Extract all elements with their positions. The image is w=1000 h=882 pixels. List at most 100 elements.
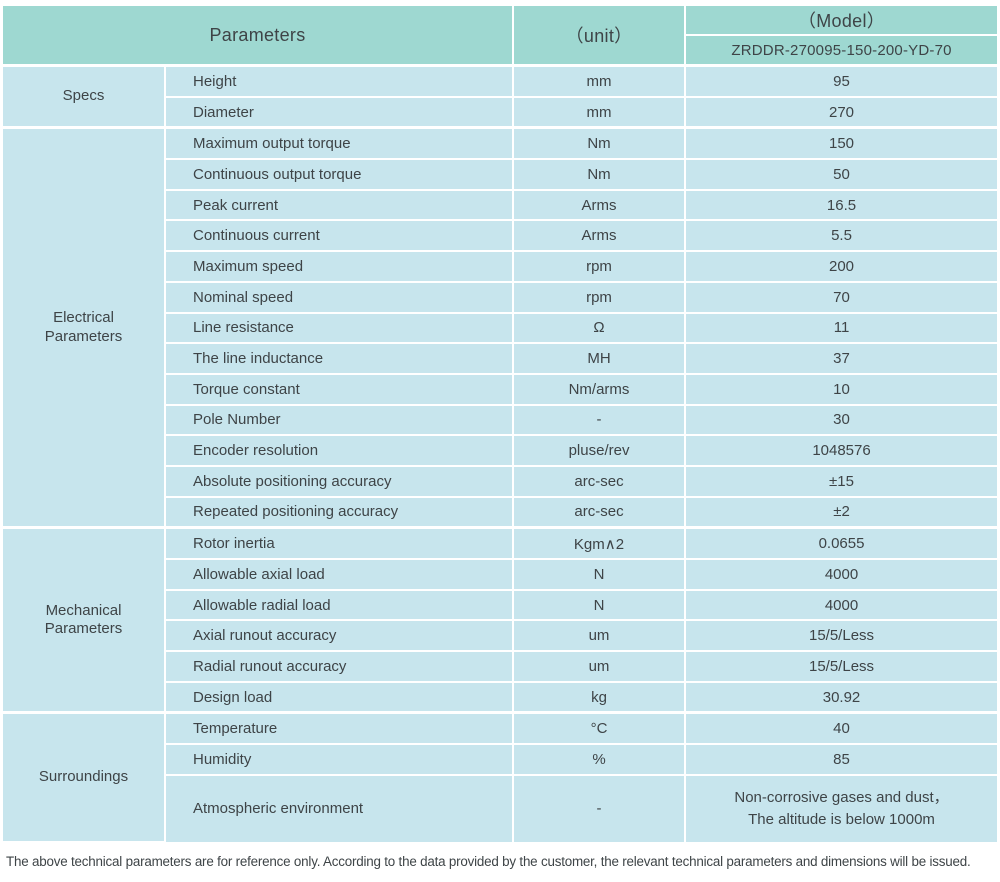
value-cell: 40 xyxy=(684,711,998,746)
table-row: Design load kg 30.92 xyxy=(3,680,998,714)
value-line: Non-corrosive gases and dust， xyxy=(734,789,949,807)
table-row: Absolute positioning accuracy arc-sec ±1… xyxy=(3,464,998,498)
param-name-cell: Axial runout accuracy xyxy=(165,619,515,653)
section-label-text: Specs xyxy=(62,87,105,105)
value-cell: 150 xyxy=(684,126,998,161)
unit-cell: rpm xyxy=(512,280,687,314)
value-cell: 5.5 xyxy=(684,219,998,253)
table-row: Peak current Arms 16.5 xyxy=(3,188,998,222)
value-cell: 85 xyxy=(684,743,998,776)
param-name-cell: Peak current xyxy=(165,188,515,222)
param-name-cell: Continuous output torque xyxy=(165,158,515,191)
unit-cell: Arms xyxy=(512,188,687,222)
unit-cell: MH xyxy=(512,342,687,375)
unit-cell: - xyxy=(512,403,687,437)
value-cell: Non-corrosive gases and dust， The altitu… xyxy=(684,773,998,842)
value-cell: ±15 xyxy=(684,464,998,498)
table-row: Atmospheric environment - Non-corrosive … xyxy=(3,773,998,842)
header-model: （Model） xyxy=(684,6,998,36)
table-row: Electrical Parameters Maximum output tor… xyxy=(3,126,998,529)
value-cell: 10 xyxy=(684,372,998,406)
value-cell: 4000 xyxy=(684,588,998,622)
header-parameters: Parameters xyxy=(3,6,515,67)
unit-cell: pluse/rev xyxy=(512,434,687,467)
param-name-cell: Pole Number xyxy=(165,403,515,437)
footnote: The above technical parameters are for r… xyxy=(6,853,971,869)
section-label-electrical-parameters: Electrical Parameters xyxy=(3,126,166,529)
value-cell: 95 xyxy=(684,63,998,98)
table-row: Nominal speed rpm 70 xyxy=(3,280,998,314)
unit-cell: N xyxy=(512,558,687,591)
unit-cell: kg xyxy=(512,680,687,714)
param-name-cell: Maximum output torque xyxy=(163,126,515,161)
table-header: Parameters （unit） （Model） ZRDDR-270095-1… xyxy=(3,6,998,67)
table-row: Mechanical Parameters Rotor inertia Kgm∧… xyxy=(3,526,998,714)
table-row: Diameter mm 270 xyxy=(3,95,998,129)
table-row: Encoder resolution pluse/rev 1048576 xyxy=(3,434,998,467)
unit-cell: mm xyxy=(512,95,687,129)
value-cell: 30 xyxy=(684,403,998,437)
table-row: Line resistance Ω 11 xyxy=(3,311,998,345)
param-name-cell: Line resistance xyxy=(165,311,515,345)
value-cell: 15/5/Less xyxy=(684,650,998,683)
param-name-cell: Atmospheric environment xyxy=(165,773,515,842)
table-row: Continuous current Arms 5.5 xyxy=(3,219,998,253)
param-name-cell: Humidity xyxy=(165,743,515,776)
param-name-cell: Diameter xyxy=(165,95,515,129)
unit-cell: °C xyxy=(512,711,687,746)
value-cell: 70 xyxy=(684,280,998,314)
table-row: Allowable axial load N 4000 xyxy=(3,558,998,591)
value-cell: 1048576 xyxy=(684,434,998,467)
param-name-cell: Torque constant xyxy=(165,372,515,406)
section-label-surroundings: Surroundings xyxy=(3,711,166,843)
value-cell: 30.92 xyxy=(684,680,998,714)
table-row: Humidity % 85 xyxy=(3,743,998,776)
table-row: Radial runout accuracy um 15/5/Less xyxy=(3,650,998,683)
section-label-text: Parameters xyxy=(44,327,123,345)
section-label-text: Mechanical xyxy=(45,601,122,619)
unit-cell: Nm/arms xyxy=(512,372,687,406)
param-name-cell: Design load xyxy=(165,680,515,714)
param-name-cell: The line inductance xyxy=(165,342,515,375)
unit-cell: % xyxy=(512,743,687,776)
table-row: Pole Number - 30 xyxy=(3,403,998,437)
unit-cell: rpm xyxy=(512,250,687,283)
param-name-cell: Repeated positioning accuracy xyxy=(165,495,515,529)
header-model-number: ZRDDR-270095-150-200-YD-70 xyxy=(685,34,998,67)
param-name-cell: Nominal speed xyxy=(165,280,515,314)
table-row: Maximum speed rpm 200 xyxy=(3,250,998,283)
param-name-cell: Height xyxy=(163,63,515,98)
unit-cell: um xyxy=(512,619,687,653)
unit-cell: Nm xyxy=(512,126,687,161)
section-label-specs: Specs xyxy=(3,63,166,129)
param-name-cell: Encoder resolution xyxy=(165,434,515,467)
spec-table: Parameters （unit） （Model） ZRDDR-270095-1… xyxy=(3,6,998,843)
value-cell: 4000 xyxy=(684,558,998,591)
param-name-cell: Continuous current xyxy=(165,219,515,253)
table-row: Continuous output torque Nm 50 xyxy=(3,158,998,191)
unit-cell: - xyxy=(512,773,687,842)
value-line: The altitude is below 1000m xyxy=(748,810,935,828)
unit-cell: Nm xyxy=(512,158,687,191)
unit-cell: N xyxy=(512,588,687,622)
param-name-cell: Temperature xyxy=(163,711,515,746)
value-cell: 11 xyxy=(684,311,998,345)
table-row: Allowable radial load N 4000 xyxy=(3,588,998,622)
section-label-mechanical-parameters: Mechanical Parameters xyxy=(3,526,166,714)
value-cell: 15/5/Less xyxy=(684,619,998,653)
unit-cell: Kgm∧2 xyxy=(512,526,687,561)
table-row: Surroundings Temperature °C 40 xyxy=(3,711,998,843)
table-row: The line inductance MH 37 xyxy=(3,342,998,375)
header-unit: （unit） xyxy=(512,6,687,67)
value-cell: 37 xyxy=(684,342,998,375)
param-name-cell: Allowable axial load xyxy=(165,558,515,591)
value-cell: ±2 xyxy=(684,495,998,529)
unit-cell: arc-sec xyxy=(512,464,687,498)
value-cell: 50 xyxy=(684,158,998,191)
table-row: Axial runout accuracy um 15/5/Less xyxy=(3,619,998,653)
unit-cell: arc-sec xyxy=(512,495,687,529)
section-label-text: Parameters xyxy=(44,620,123,638)
unit-cell: um xyxy=(512,650,687,683)
section-label-text: Electrical xyxy=(53,309,114,327)
